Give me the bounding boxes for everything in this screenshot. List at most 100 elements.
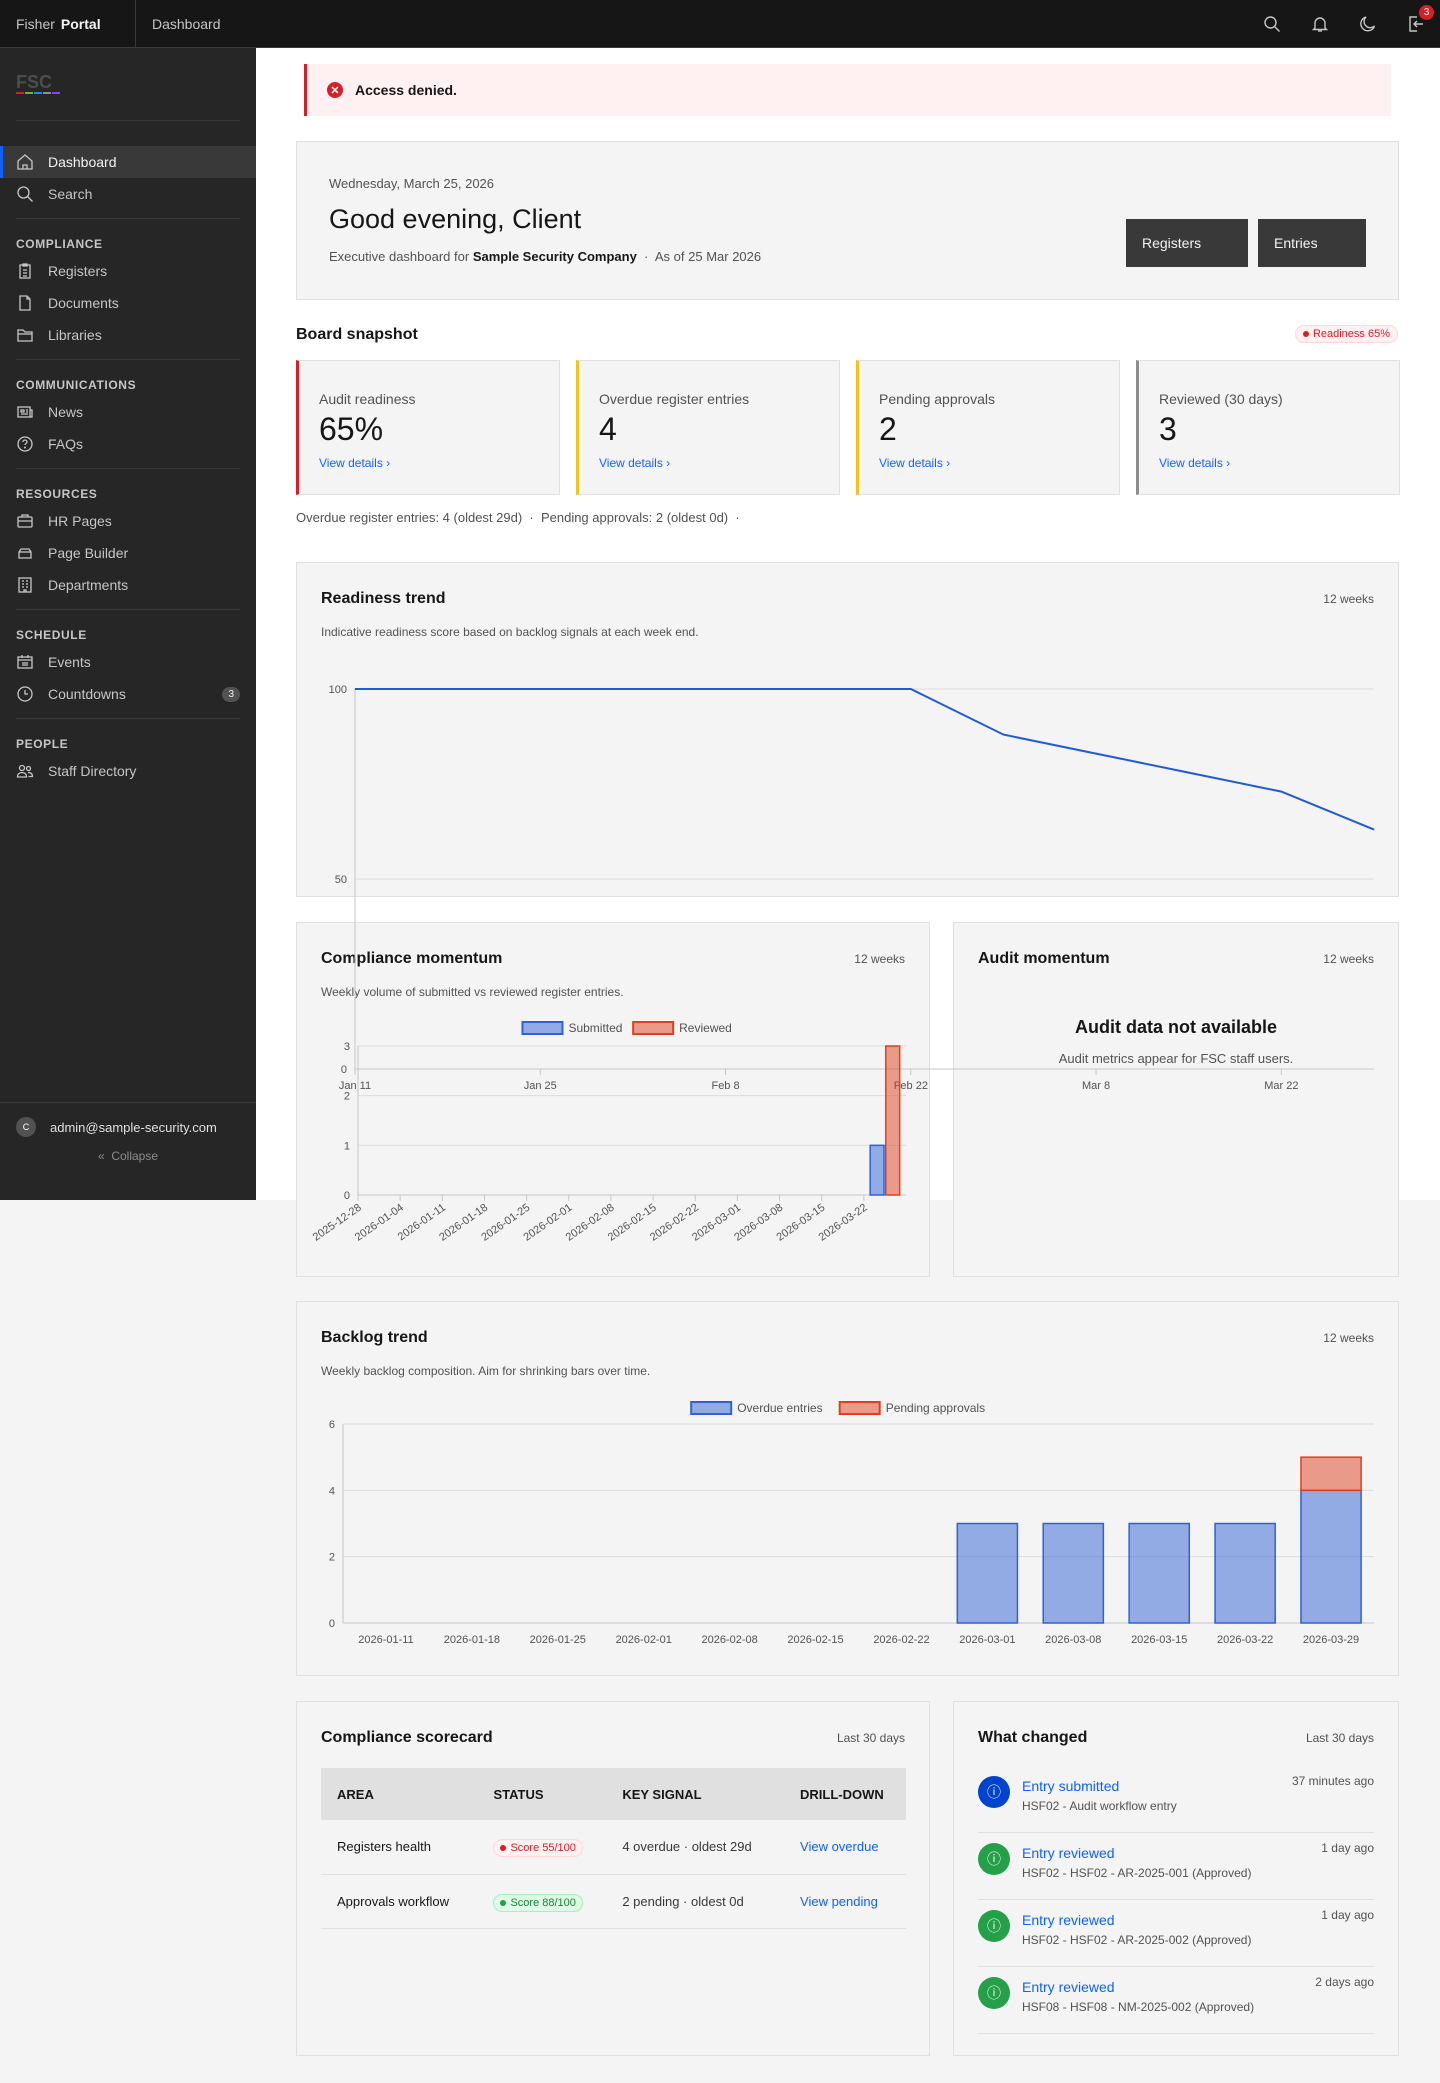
access-denied-alert: ✕ Access denied. [304, 64, 1391, 116]
divider [16, 718, 240, 719]
collapse-label: Collapse [111, 1149, 159, 1163]
entries-button[interactable]: Entries [1258, 219, 1366, 267]
event-title-link[interactable]: Entry submitted [1022, 1778, 1120, 1794]
breadcrumb[interactable]: Dashboard [152, 15, 221, 32]
card-title: Readiness trend [321, 590, 446, 607]
card-title: Compliance scorecard [321, 1729, 493, 1746]
section-title: Board snapshot [296, 326, 418, 343]
sidebar: FSC Dashboard Search COMPLIANCE Registers… [0, 48, 256, 1200]
section-heading: SCHEDULE [16, 628, 87, 642]
view-details-link[interactable]: View details › [599, 456, 839, 470]
sidebar-item-countdowns[interactable]: Countdowns 3 [0, 678, 256, 710]
brand-product: Portal [60, 15, 101, 32]
list-item: ⓘ Entry reviewed HSF02 - HSF02 - AR-2025-0… [978, 1900, 1374, 1967]
sidebar-item-dashboard[interactable]: Dashboard [0, 146, 256, 178]
divider [16, 218, 240, 219]
top-bar: Fisher Portal Dashboard 3 [0, 0, 1440, 48]
sidebar-item-staff-directory[interactable]: Staff Directory [0, 755, 256, 787]
error-icon: ✕ [327, 82, 343, 98]
link-label: View details [879, 456, 943, 470]
notification-badge: 3 [1419, 5, 1434, 20]
card-description: Weekly volume of submitted vs reviewed r… [321, 985, 624, 999]
card-title: What changed [978, 1729, 1088, 1746]
column-header: DRILL-DOWN [784, 1768, 906, 1820]
avatar: C [16, 1117, 36, 1137]
clock-icon [17, 686, 33, 702]
signal-cell: 4 overdue · oldest 29d [606, 1820, 785, 1875]
empty-state-description: Audit metrics appear for FSC staff users… [1058, 1051, 1294, 1066]
card-description: Weekly backlog composition. Aim for shri… [321, 1364, 651, 1378]
event-detail: HSF02 - Audit workflow entry [1022, 1799, 1177, 1813]
sidebar-item-label: HR Pages [48, 513, 112, 529]
sidebar-item-search[interactable]: Search [0, 178, 256, 210]
bell-icon[interactable] [1296, 0, 1344, 48]
current-date: Wednesday, March 25, 2026 [329, 176, 495, 191]
view-details-link[interactable]: View details › [879, 456, 1119, 470]
sidebar-item-label: Libraries [48, 327, 102, 343]
divider [16, 609, 240, 610]
info-icon: ⓘ [978, 1843, 1010, 1875]
view-details-link[interactable]: View details › [1159, 456, 1399, 470]
sidebar-item-departments[interactable]: Departments [0, 569, 256, 601]
search-icon[interactable] [1248, 0, 1296, 48]
sidebar-item-label: Documents [48, 295, 119, 311]
chevron-right-icon: › [666, 456, 671, 470]
summary-pending: Pending approvals: 2 (oldest 0d) [540, 510, 729, 525]
sidebar-item-page-builder[interactable]: Page Builder [0, 537, 256, 569]
card-meta: 12 weeks [1323, 952, 1374, 966]
event-title-link[interactable]: Entry reviewed [1022, 1979, 1115, 1995]
kpi-label: Reviewed (30 days) [1159, 391, 1283, 407]
sidebar-item-registers[interactable]: Registers [0, 255, 256, 287]
view-overdue-link[interactable]: View overdue [784, 1820, 906, 1875]
sidebar-item-label: FAQs [48, 436, 84, 452]
sidebar-item-news[interactable]: News [0, 396, 256, 428]
chevron-right-icon: › [1226, 456, 1231, 470]
brand[interactable]: Fisher Portal [0, 0, 136, 48]
view-pending-link[interactable]: View pending [784, 1874, 906, 1929]
kpi-label: Audit readiness [319, 391, 416, 407]
company-name: Sample Security Company [472, 249, 637, 264]
table-row: Registers health Score 55/100 4 overdue … [321, 1820, 906, 1875]
column-header: AREA [321, 1768, 478, 1820]
sidebar-item-libraries[interactable]: Libraries [0, 319, 256, 351]
sidebar-item-events[interactable]: Events [0, 646, 256, 678]
moon-icon[interactable] [1344, 0, 1392, 48]
logout-icon[interactable]: 3 [1392, 0, 1440, 48]
brand-name: Fisher [16, 15, 55, 32]
collapse-button[interactable]: « Collapse [16, 1149, 240, 1163]
scorecard-table: AREA STATUS KEY SIGNAL DRILL-DOWN Regist… [321, 1768, 906, 1929]
sidebar-item-faqs[interactable]: FAQs [0, 428, 256, 460]
card-meta: 12 weeks [1323, 1331, 1374, 1345]
section-heading: PEOPLE [16, 737, 69, 751]
sidebar-item-label: Dashboard [48, 154, 117, 170]
status-label: Score 88/100 [510, 1896, 576, 1909]
section-heading: RESOURCES [16, 487, 98, 501]
backlog-trend-card: Backlog trend 12 weeks Weekly backlog co… [296, 1301, 1399, 1676]
divider [16, 468, 240, 469]
user-email: admin@sample-security.com [50, 1119, 217, 1135]
event-title-link[interactable]: Entry reviewed [1022, 1845, 1115, 1861]
card-description: Indicative readiness score based on back… [321, 625, 699, 639]
event-time: 1 day ago [1321, 1841, 1374, 1855]
kpi-value: 4 [599, 411, 617, 447]
area-cell: Registers health [321, 1820, 478, 1875]
sidebar-item-documents[interactable]: Documents [0, 287, 256, 319]
sidebar-item-hr-pages[interactable]: HR Pages [0, 505, 256, 537]
event-title-link[interactable]: Entry reviewed [1022, 1912, 1115, 1928]
clipboard-icon [19, 263, 31, 279]
empty-state-title: Audit data not available [1074, 1017, 1278, 1037]
subtitle-prefix: Executive dashboard for [329, 249, 470, 264]
count-badge: 3 [222, 686, 240, 702]
sidebar-item-label: Countdowns [48, 686, 126, 702]
kpi-value: 3 [1159, 411, 1177, 447]
info-icon: ⓘ [978, 1910, 1010, 1942]
registers-button[interactable]: Registers [1126, 219, 1248, 267]
briefcase-icon [17, 514, 33, 528]
list-item: ⓘ Entry reviewed HSF02 - HSF02 - AR-2025-0… [978, 1833, 1374, 1900]
kpi-value: 65% [319, 411, 384, 447]
view-details-link[interactable]: View details › [319, 456, 559, 470]
building-icon [18, 577, 32, 593]
sidebar-item-label: Page Builder [48, 545, 129, 561]
